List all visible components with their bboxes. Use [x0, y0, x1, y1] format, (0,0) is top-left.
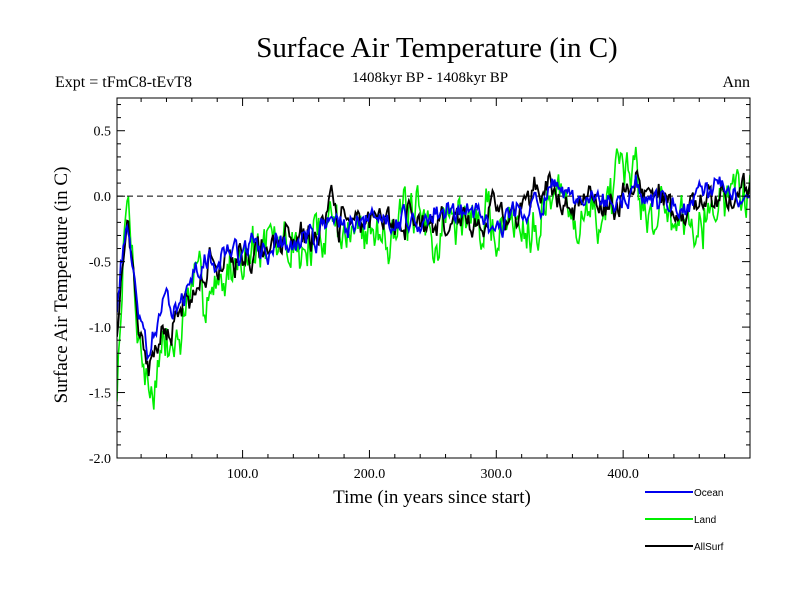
experiment-label: Expt = tFmC8-tEvT8 — [55, 74, 192, 91]
legend-label-ocean: Ocean — [694, 488, 723, 499]
x-tick-label: 300.0 — [481, 467, 513, 482]
x-tick-label: 100.0 — [227, 467, 259, 482]
y-tick-label: -2.0 — [89, 452, 111, 467]
x-tick-label: 400.0 — [607, 467, 639, 482]
plot-frame — [116, 97, 751, 459]
x-tick-label: 200.0 — [354, 467, 386, 482]
legend-label-land: Land — [694, 515, 716, 526]
plot-area — [117, 146, 750, 410]
period-label: 1408kyr BP - 1408kyr BP — [352, 70, 508, 86]
season-label: Ann — [722, 74, 750, 91]
y-tick-label: -1.5 — [89, 387, 111, 402]
x-axis-label: Time (in years since start) — [333, 487, 531, 508]
series-line-allsurf — [117, 168, 750, 377]
y-axis-label: Surface Air Temperature (in C) — [51, 167, 72, 404]
series-line-ocean — [117, 174, 750, 362]
series-line-land — [117, 146, 750, 410]
y-tick-label: 0.0 — [94, 190, 112, 205]
y-tick-label: 0.5 — [94, 125, 112, 140]
legend: Ocean Land AllSurf — [645, 488, 724, 553]
chart-title: Surface Air Temperature (in C) — [256, 32, 617, 64]
axes: -2.0 -1.5 -1.0 -0.5 0.0 0.5 100.0 200.0 300.0 400… — [89, 97, 751, 482]
legend-label-allsurf: AllSurf — [694, 542, 724, 553]
y-tick-label: -1.0 — [89, 321, 111, 336]
y-tick-label: -0.5 — [89, 256, 111, 271]
